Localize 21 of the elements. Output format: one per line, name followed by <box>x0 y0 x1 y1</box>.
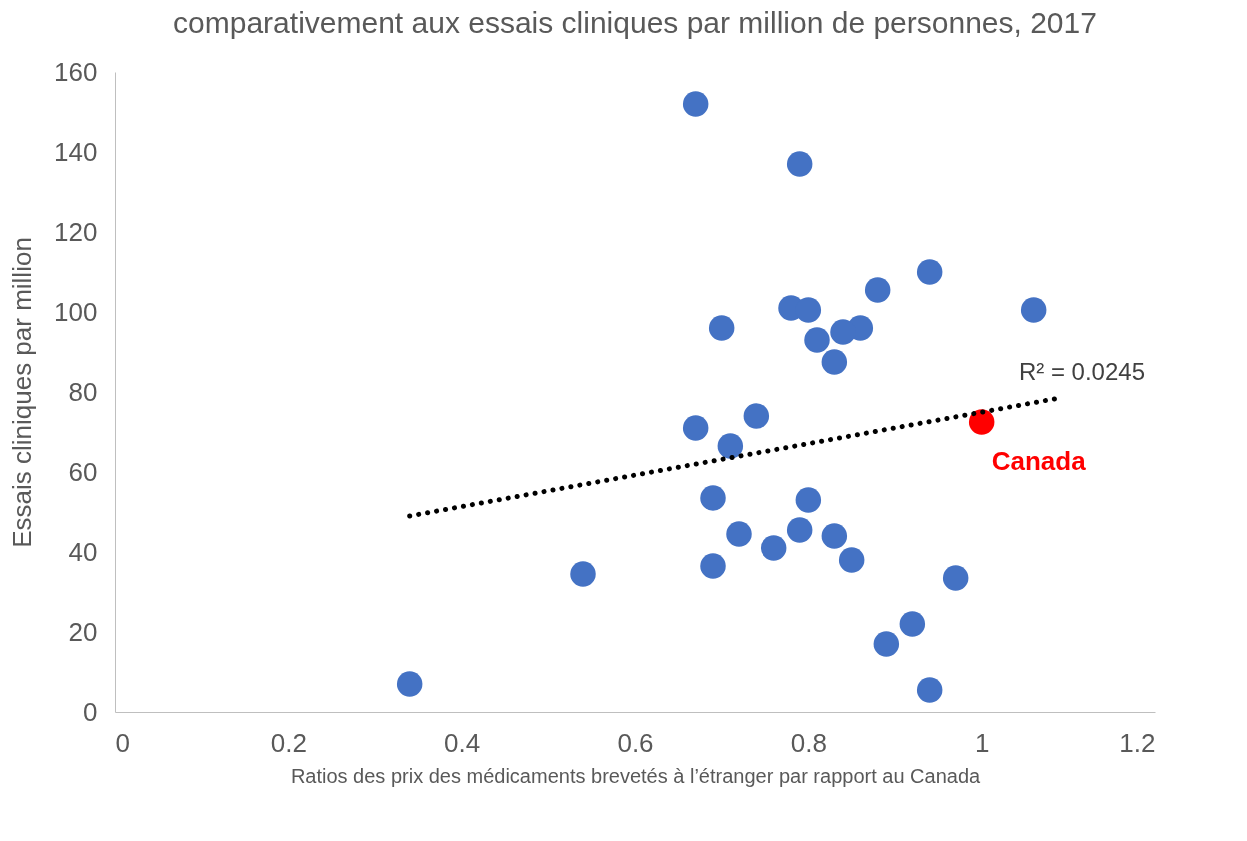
y-tick-label: 100 <box>54 296 98 327</box>
y-tick-label: 120 <box>54 216 98 247</box>
x-tick-label: 0 <box>115 727 130 758</box>
y-tick-label: 20 <box>68 616 98 647</box>
x-tick-label: 0.2 <box>270 727 307 758</box>
y-tick-label: 40 <box>68 536 98 567</box>
x-tick-label: 0.6 <box>617 727 654 758</box>
y-tick-label: 140 <box>54 136 98 167</box>
x-tick-label: 1.2 <box>1119 727 1156 758</box>
x-tick-label: 0.8 <box>790 727 827 758</box>
series-label: Canada <box>991 446 1087 476</box>
y-tick-label: 80 <box>68 376 98 407</box>
y-axis-title: Essais cliniques par million <box>7 237 38 548</box>
annotation: R² = 0.0245 <box>1018 357 1145 385</box>
x-tick-label: 1 <box>974 727 990 758</box>
x-axis-title: Ratios des prix des médicaments brevetés à l’étranger par rapport au Canada <box>290 764 981 787</box>
y-tick-label: 60 <box>68 456 98 487</box>
chart-title: comparativement aux essais cliniques par million de personnes, 2017 <box>173 6 1097 39</box>
x-tick-label: 0.4 <box>444 727 481 758</box>
y-tick-label: 0 <box>83 696 98 727</box>
y-tick-label: 160 <box>54 56 98 87</box>
